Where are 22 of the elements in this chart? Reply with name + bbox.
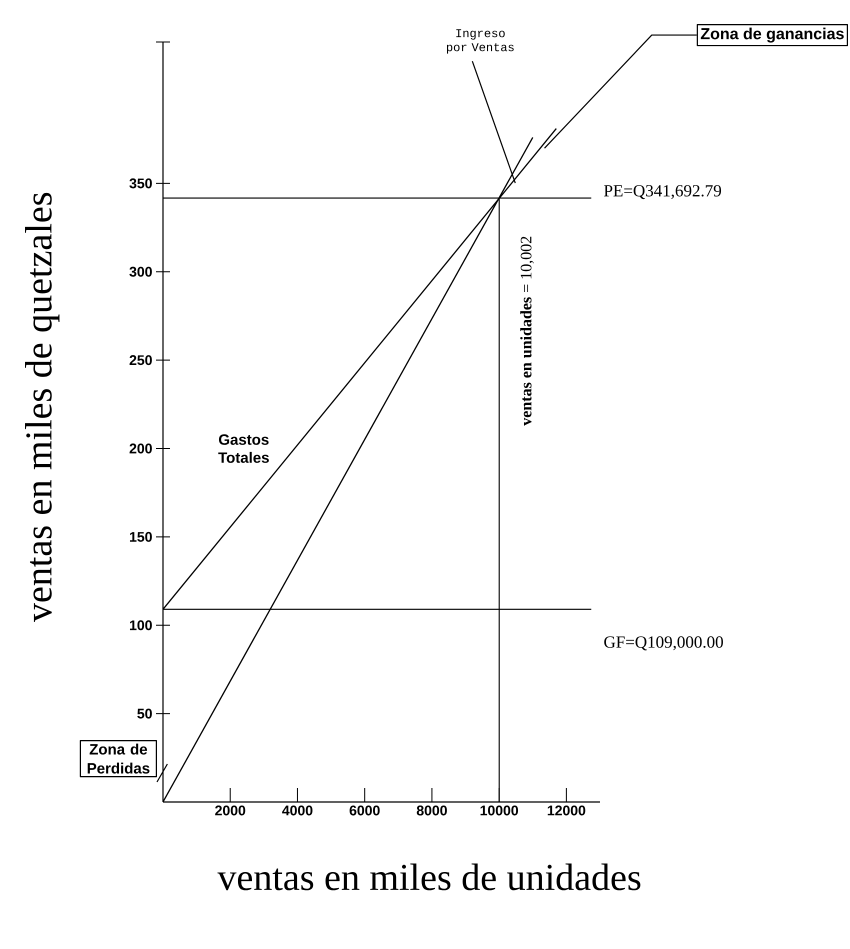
text: Ingreso por Ventas — [446, 29, 514, 54]
x-tick-label: 6000 — [350, 806, 380, 816]
x-axis-title: ventas en miles de unidades — [217, 864, 640, 890]
y-tick-label: 150 — [130, 532, 152, 542]
y-tick-label: 300 — [129, 266, 152, 277]
y-tick-label: 50 — [137, 708, 152, 719]
y-tick-label: 200 — [130, 444, 152, 454]
y-tick-label: 350 — [129, 178, 152, 188]
ref-line-label: PE=Q341,692.79 — [604, 185, 722, 200]
series-label: Gastos Totales — [218, 434, 269, 463]
y-tick-label: 250 — [130, 355, 152, 366]
ref-line-label: ventas en unidades = 10,002 — [520, 236, 534, 426]
x-tick-label: 8000 — [416, 806, 447, 816]
x-tick-label: 2000 — [215, 806, 246, 816]
ref-line-label: GF=Q109,000.00 — [604, 636, 723, 650]
text: Zona de Perdidas — [88, 744, 150, 774]
text: Zona de ganancias — [700, 28, 844, 43]
x-tick-label: 12000 — [548, 806, 586, 816]
y-tick-label: 100 — [130, 620, 152, 630]
x-tick-label: 4000 — [282, 806, 312, 816]
y-axis-title: ventas en miles de quetzales — [25, 192, 60, 622]
x-tick-label: 10000 — [480, 806, 518, 816]
